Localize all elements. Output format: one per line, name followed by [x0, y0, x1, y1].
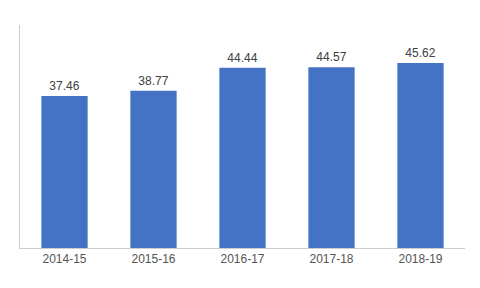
svg-text:38.77: 38.77	[138, 74, 168, 88]
svg-text:2017-18: 2017-18	[309, 252, 353, 266]
svg-text:37.46: 37.46	[49, 79, 79, 93]
svg-text:2014-15: 2014-15	[42, 252, 86, 266]
svg-text:2018-19: 2018-19	[398, 252, 442, 266]
svg-text:44.57: 44.57	[316, 50, 346, 64]
svg-text:2015-16: 2015-16	[131, 252, 175, 266]
svg-text:2016-17: 2016-17	[220, 252, 264, 266]
svg-text:44.44: 44.44	[227, 51, 257, 65]
svg-text:45.62: 45.62	[405, 46, 435, 60]
